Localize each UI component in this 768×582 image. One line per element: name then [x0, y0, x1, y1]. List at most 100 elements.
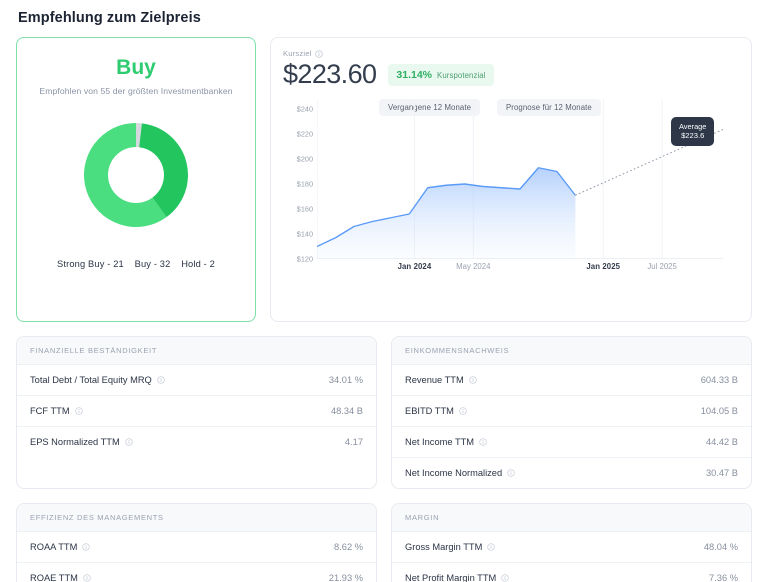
- chart-forecast-line: [575, 129, 723, 196]
- info-icon[interactable]: [459, 407, 467, 415]
- y-axis-tick: $220: [296, 129, 313, 139]
- stats-row: Net Income TTM 44.42 B: [392, 427, 751, 458]
- stats-row: Net Profit Margin TTM 7.36 %: [392, 563, 751, 582]
- stats-row-label: Revenue TTM: [405, 375, 477, 385]
- y-axis-tick: $180: [296, 179, 313, 189]
- x-axis-tick: Jan 2025: [586, 262, 621, 271]
- price-target-label-row: Kursziel: [283, 49, 739, 58]
- donut-slice-buy: [83, 123, 167, 228]
- donut-slice-strong-buy: [139, 123, 188, 218]
- stats-row-label-text: ROAE TTM: [30, 573, 78, 582]
- stats-row-label-text: Net Income Normalized: [405, 468, 503, 478]
- stats-panel: Effizienz des Managements ROAA TTM 8.62 % R…: [16, 503, 377, 582]
- stats-row-value: 21.93 %: [328, 573, 363, 582]
- stats-panel-title: Margin: [392, 504, 751, 532]
- average-tooltip-title: Average: [679, 122, 707, 131]
- info-icon[interactable]: [469, 376, 477, 384]
- donut-svg: [83, 123, 188, 228]
- y-axis-tick: $200: [296, 154, 313, 164]
- info-icon[interactable]: [157, 376, 165, 384]
- stats-row-value: 30.47 B: [705, 468, 738, 478]
- info-icon[interactable]: [314, 49, 323, 58]
- stats-row-label-text: Revenue TTM: [405, 375, 464, 385]
- stats-row-label: EPS Normalized TTM: [30, 437, 133, 447]
- stats-row-label: ROAE TTM: [30, 573, 91, 582]
- stats-row: ROAA TTM 8.62 %: [17, 532, 376, 563]
- x-axis-tick: Jul 2025: [647, 262, 677, 271]
- stats-row: ROAE TTM 21.93 %: [17, 563, 376, 582]
- top-row: Buy Empfohlen von 55 der größten Investm…: [16, 37, 752, 322]
- stats-row-label: Net Income Normalized: [405, 468, 515, 478]
- stats-row-value: 604.33 B: [700, 375, 738, 385]
- legend-item-buy: Buy - 32: [134, 259, 171, 270]
- chart-segment-label-forecast: Prognose für 12 Monate: [497, 99, 601, 116]
- legend-item-strong-buy: Strong Buy - 21: [57, 259, 124, 270]
- stats-row: Revenue TTM 604.33 B: [392, 365, 751, 396]
- stats-panel-title: Finanzielle Beständigkeit: [17, 337, 376, 365]
- stats-row-value: 4.17: [344, 437, 363, 447]
- page-title: Empfehlung zum Zielpreis: [18, 10, 201, 26]
- stats-row-label-text: ROAA TTM: [30, 542, 78, 552]
- x-axis-tick: Jan 2024: [397, 262, 432, 271]
- recommendation-subtitle: Empfohlen von 55 der größten Investmentb…: [39, 86, 233, 97]
- stats-row-label-text: Total Debt / Total Equity MRQ: [30, 375, 152, 385]
- stats-row-label: Gross Margin TTM: [405, 542, 495, 552]
- stats-panel: Einkommensnachweis Revenue TTM 604.33 B EBI…: [391, 336, 752, 489]
- stats-row: Total Debt / Total Equity MRQ 34.01 %: [17, 365, 376, 396]
- price-row: $223.60 31.14% Kurspotenzial: [283, 59, 739, 90]
- info-icon[interactable]: [507, 469, 515, 477]
- stats-row-label-text: FCF TTM: [30, 406, 70, 416]
- potential-label: Kurspotenzial: [437, 70, 486, 80]
- donut-slice-hold: [136, 123, 142, 148]
- stats-row-label: Net Income TTM: [405, 437, 487, 447]
- stats-panel: Finanzielle Beständigkeit Total Debt / To…: [16, 336, 377, 489]
- price-target-card: Kursziel $223.60 31.14% Kurspotenzial $2…: [270, 37, 752, 322]
- stats-row-label: Total Debt / Total Equity MRQ: [30, 375, 165, 385]
- average-tooltip: Average $223.6: [671, 117, 715, 146]
- price-target-value: $223.60: [283, 59, 377, 89]
- y-axis-tick: $140: [296, 229, 313, 239]
- stats-row-value: 48.04 %: [703, 542, 738, 552]
- average-tooltip-value: $223.6: [681, 131, 705, 141]
- stats-row-label: ROAA TTM: [30, 542, 91, 552]
- stats-row-label: Net Profit Margin TTM: [405, 573, 509, 582]
- chart-area-fill: [317, 167, 576, 259]
- y-axis-tick: $240: [296, 104, 313, 114]
- stats-row-label-text: Gross Margin TTM: [405, 542, 483, 552]
- info-icon[interactable]: [479, 438, 487, 446]
- stats-row-label-text: Net Profit Margin TTM: [405, 573, 497, 582]
- recommendation-card: Buy Empfohlen von 55 der größten Investm…: [16, 37, 256, 322]
- stats-row: Gross Margin TTM 48.04 %: [392, 532, 751, 563]
- price-target-chart: $240 $220 $200 $180 $160 $140 $120 Vergangene …: [283, 99, 739, 284]
- stats-row-value: 44.42 B: [705, 437, 738, 447]
- stats-row-label-text: Net Income TTM: [405, 437, 475, 447]
- stats-row-label-text: EBITD TTM: [405, 406, 454, 416]
- potential-badge: 31.14% Kurspotenzial: [388, 63, 494, 86]
- stats-row: EBITD TTM 104.05 B: [392, 396, 751, 427]
- chart-history-line: [317, 167, 576, 248]
- price-target-label: Kursziel: [283, 49, 312, 58]
- info-icon[interactable]: [125, 438, 133, 446]
- stats-row: EPS Normalized TTM 4.17: [17, 427, 376, 457]
- stats-row-value: 104.05 B: [700, 406, 738, 416]
- chart-segment-label-past: Vergangene 12 Monate: [379, 99, 481, 116]
- info-icon[interactable]: [74, 407, 83, 415]
- info-icon[interactable]: [487, 543, 495, 551]
- y-axis-tick: $160: [296, 204, 313, 214]
- info-icon[interactable]: [83, 574, 91, 582]
- stats-row-label: FCF TTM: [30, 406, 83, 416]
- stats-row-value: 34.01 %: [328, 375, 363, 385]
- stats-row-value: 7.36 %: [709, 573, 738, 582]
- recommendation-verdict: Buy: [116, 56, 156, 79]
- x-axis-ticks: Jan 2024 May 2024 Jan 2025 Jul 2025: [317, 262, 723, 278]
- stats-row-label-text: EPS Normalized TTM: [30, 437, 120, 447]
- stats-row-label: EBITD TTM: [405, 406, 467, 416]
- y-axis-ticks: $240 $220 $200 $180 $160 $140 $120: [283, 99, 313, 264]
- stats-row: FCF TTM 48.34 B: [17, 396, 376, 427]
- y-axis-tick: $120: [296, 254, 313, 264]
- chart-plot-area: [317, 99, 723, 259]
- info-icon[interactable]: [501, 574, 509, 582]
- info-icon[interactable]: [82, 543, 91, 551]
- stats-row: Net Income Normalized 30.47 B: [392, 458, 751, 488]
- recommendation-donut-chart: [77, 116, 195, 239]
